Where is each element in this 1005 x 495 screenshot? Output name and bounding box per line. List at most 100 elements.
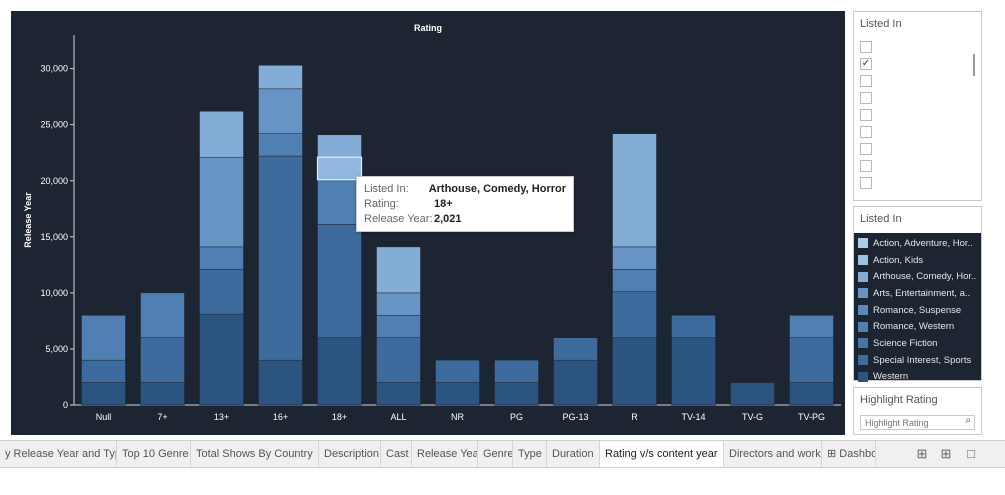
bar-segment xyxy=(199,110,244,158)
new-story-icon[interactable]: □ xyxy=(967,446,975,461)
y-tick-label: 15,000 xyxy=(40,232,68,242)
legend-panel: Listed In Action, Adventure, Hor.. Action… xyxy=(853,206,982,382)
legend-label: Action, Kids xyxy=(873,254,924,266)
sheet-tab-bar: y Release Year and Type Top 10 Genre Total… xyxy=(0,440,1005,468)
x-tick-label: TV-PG xyxy=(798,412,825,422)
legend-item[interactable]: Western xyxy=(854,369,981,386)
legend-item[interactable]: Special Interest, Sports xyxy=(854,352,981,369)
legend-item[interactable]: Action, Adventure, Hor.. xyxy=(854,235,981,252)
legend-swatch xyxy=(858,288,868,299)
bar-segment xyxy=(199,156,244,248)
tooltip-row-listed-in: Listed In: Arthouse, Comedy, Horror xyxy=(364,183,566,198)
bar-segment xyxy=(376,337,421,383)
x-tick-label: Null xyxy=(96,412,112,422)
sheet-tab[interactable]: Rating v/s content year xyxy=(600,441,724,467)
x-tick-label: 13+ xyxy=(214,412,229,422)
chart-area: Rating Release Year 0 5,000 10,000 15,000 20,0… xyxy=(11,11,845,435)
y-tick-label: 0 xyxy=(63,400,68,410)
legend-label: Arts, Entertainment, a.. xyxy=(873,287,971,299)
highlight-input[interactable] xyxy=(860,415,975,430)
bar-segment xyxy=(612,133,657,248)
sheet-tab[interactable]: y Release Year and Type xyxy=(0,441,117,467)
filter-scrollbar[interactable] xyxy=(973,54,975,76)
x-tick-label: ALL xyxy=(390,412,406,422)
legend-item[interactable]: Romance, Western xyxy=(854,318,981,335)
legend-label: Western xyxy=(873,371,909,383)
bar-segment xyxy=(376,315,421,338)
legend-swatch xyxy=(858,271,868,282)
bar-segment xyxy=(671,315,716,338)
sheet-tab[interactable]: ⊞ Dashbo xyxy=(822,441,876,467)
sheet-tab[interactable]: Cast xyxy=(381,441,412,467)
search-icon[interactable]: ⌕ xyxy=(965,415,971,426)
legend-label: Action, Adventure, Hor.. xyxy=(873,237,973,249)
highlighted-bar-segment xyxy=(316,156,363,181)
bar-segment xyxy=(258,88,303,134)
bar-segment xyxy=(376,246,421,294)
x-tick-label: PG xyxy=(510,412,523,422)
y-axis-label: Release Year xyxy=(23,192,33,248)
legend-item[interactable]: Action, Kids xyxy=(854,252,981,269)
tooltip-key: Release Year: xyxy=(364,213,433,225)
y-tick-label: 30,000 xyxy=(40,64,68,74)
sheet-tab[interactable]: Duration xyxy=(547,441,600,467)
legend-label: Romance, Western xyxy=(873,321,955,333)
x-tick-label: PG-13 xyxy=(562,412,588,422)
sheet-tab[interactable]: Top 10 Genre xyxy=(117,441,191,467)
filter-checkbox[interactable] xyxy=(860,143,872,155)
chart-title: Rating xyxy=(414,23,442,33)
y-tick-label: 25,000 xyxy=(40,120,68,130)
legend-item[interactable]: Romance, Suspense xyxy=(854,302,981,319)
sheet-tab[interactable]: Genre xyxy=(478,441,513,467)
highlight-title: Highlight Rating xyxy=(860,394,938,406)
filter-checkbox[interactable] xyxy=(860,92,872,104)
bar-segment xyxy=(258,359,303,406)
filter-panel-title: Listed In xyxy=(860,18,902,30)
bar-segment xyxy=(258,133,303,157)
filter-panel: Listed In ✓ xyxy=(853,11,982,201)
bar-segment xyxy=(789,337,834,383)
bar-segment xyxy=(376,382,421,406)
legend-swatch xyxy=(858,355,868,366)
tooltip-value: 2,021 xyxy=(434,213,462,225)
bar-chart: Rating Release Year 0 5,000 10,000 15,000 20,0… xyxy=(23,23,841,422)
tooltip-value: 18+ xyxy=(434,198,453,210)
sheet-tab[interactable]: Total Shows By Country xyxy=(191,441,319,467)
sheet-tab[interactable]: Directors and work xyxy=(724,441,822,467)
legend-item[interactable]: Arts, Entertainment, a.. xyxy=(854,285,981,302)
new-dashboard-icon[interactable]: ⊞ xyxy=(940,446,952,461)
filter-checkbox[interactable] xyxy=(860,160,872,172)
legend-list: Action, Adventure, Hor.. Action, Kids Arth… xyxy=(854,233,981,382)
bar-segment xyxy=(317,337,362,406)
bar-segment xyxy=(435,359,480,383)
bar-segment xyxy=(81,382,126,406)
legend-item[interactable]: Science Fiction xyxy=(854,335,981,352)
bar-segment xyxy=(258,155,303,361)
legend-title: Listed In xyxy=(860,213,902,225)
chart-tooltip: Listed In: Arthouse, Comedy, Horror Rati… xyxy=(356,176,574,232)
tooltip-row-release-year: Release Year: 2,021 xyxy=(364,213,566,228)
bar-segment xyxy=(612,246,657,270)
new-sheet-icon[interactable]: ⊞ xyxy=(916,446,928,461)
bar-segment xyxy=(199,313,244,406)
filter-checkbox[interactable] xyxy=(860,41,872,53)
legend-item[interactable]: Arthouse, Comedy, Hor.. xyxy=(854,268,981,285)
bar-segment xyxy=(494,359,539,383)
legend-swatch xyxy=(858,321,868,332)
filter-checkbox[interactable]: ✓ xyxy=(860,58,872,70)
bar-segment xyxy=(317,179,362,225)
bar-segment xyxy=(317,224,362,338)
filter-checkbox[interactable] xyxy=(860,126,872,138)
sheet-tab[interactable]: Description xyxy=(319,441,381,467)
legend-swatch xyxy=(858,371,868,382)
filter-checkbox[interactable] xyxy=(860,177,872,189)
filter-checkbox[interactable] xyxy=(860,75,872,87)
filter-checkbox[interactable] xyxy=(860,109,872,121)
sheet-tab[interactable]: Release Year xyxy=(412,441,478,467)
bar-segment xyxy=(376,292,421,316)
legend-label: Science Fiction xyxy=(873,337,938,349)
legend-swatch xyxy=(858,255,868,266)
y-tick-label: 10,000 xyxy=(40,288,68,298)
sheet-tab[interactable]: Type xyxy=(513,441,547,467)
bar-segment xyxy=(140,292,185,338)
